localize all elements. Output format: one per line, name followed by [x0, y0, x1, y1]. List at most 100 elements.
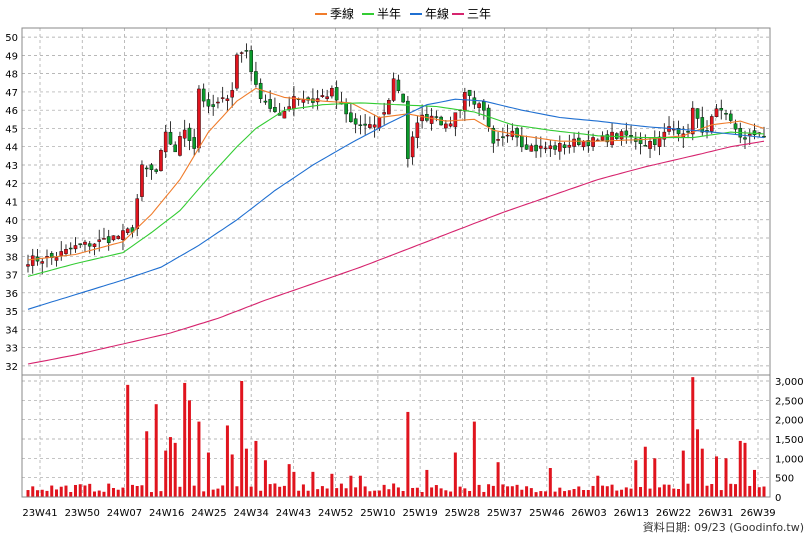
x-tick-label: 23W41 — [22, 508, 57, 519]
ma-line-4 — [27, 140, 765, 365]
candle — [173, 141, 178, 153]
candle-body — [553, 145, 557, 150]
candle-body — [572, 138, 576, 147]
volume-bar — [31, 486, 35, 497]
volume-bar — [529, 488, 533, 497]
candle — [258, 78, 263, 104]
volume-bar — [757, 487, 761, 497]
candle-body — [743, 137, 747, 140]
volume-bar — [719, 490, 723, 497]
volume-bar — [116, 489, 120, 497]
y-tick-label: 33 — [5, 344, 18, 355]
volume-bar — [553, 491, 557, 497]
candle — [425, 105, 429, 123]
candle-body — [548, 145, 553, 149]
volume-bar — [59, 486, 63, 497]
candle-body — [54, 257, 59, 261]
legend-item-3: 年線 — [410, 6, 449, 21]
volume-bar — [596, 475, 600, 497]
candle-body — [254, 71, 258, 85]
candle — [254, 61, 258, 88]
candle — [401, 93, 405, 104]
candle-body — [448, 123, 453, 127]
candle — [558, 135, 562, 160]
volume-bar — [420, 492, 424, 497]
grid — [22, 28, 770, 497]
x-tick-label: 25W46 — [529, 508, 564, 519]
volume-bar — [35, 490, 39, 497]
volume-bar — [259, 490, 263, 497]
candle-body — [690, 107, 695, 135]
candle-body — [87, 243, 92, 247]
candle — [619, 129, 624, 146]
candle-body — [700, 117, 705, 133]
candle-body — [396, 79, 401, 91]
x-tick-label: 25W19 — [402, 508, 437, 519]
y-tick-label: 49 — [5, 51, 18, 62]
candle-body — [714, 108, 719, 118]
candle-body — [372, 124, 377, 128]
candle-body — [539, 145, 543, 149]
volume-bar — [544, 491, 548, 497]
volume-bar — [92, 491, 96, 497]
x-tick-label: 25W10 — [360, 508, 395, 519]
ma-line-3 — [27, 98, 765, 310]
candle — [216, 97, 220, 109]
candle — [714, 103, 719, 118]
candle-body — [482, 101, 486, 111]
volume-bar — [102, 491, 106, 497]
volume-bar — [83, 485, 87, 497]
candle — [154, 168, 159, 174]
candle — [263, 94, 268, 105]
volume-bar — [396, 487, 400, 497]
candle — [543, 141, 548, 154]
candle — [144, 165, 149, 177]
candlesticks — [26, 43, 766, 275]
candle — [182, 119, 187, 147]
volume-bar — [672, 488, 676, 497]
volume-bar — [567, 490, 571, 497]
candle-body — [657, 136, 662, 147]
volume-bar — [197, 421, 201, 497]
candle-body — [220, 97, 225, 99]
x-tick-label: 26W31 — [698, 508, 733, 519]
volume-bar — [463, 488, 467, 497]
candle — [529, 143, 534, 152]
volume-bar — [349, 475, 353, 497]
volume-bar — [292, 471, 296, 497]
volume-bar — [648, 488, 652, 497]
volume-bar — [468, 491, 472, 497]
candle-body — [638, 138, 643, 144]
x-tick-label: 24W25 — [191, 508, 226, 519]
candle — [391, 72, 396, 103]
candle-body — [501, 136, 505, 138]
candle — [719, 99, 724, 120]
volume-bar — [629, 488, 633, 497]
volume-bar — [724, 458, 728, 497]
x-tick-label: 24W34 — [234, 508, 269, 519]
volume-bar — [382, 484, 386, 497]
candle-body — [733, 123, 738, 130]
y-tick-label: 40 — [5, 216, 18, 227]
candle-body — [344, 102, 348, 115]
candle-body — [709, 116, 714, 132]
candle — [163, 124, 168, 159]
candle — [510, 123, 515, 141]
volume-bar — [301, 484, 305, 497]
volume-bar — [729, 483, 733, 497]
volume-bar — [330, 473, 334, 497]
candle-body — [49, 253, 54, 259]
candle — [652, 130, 657, 151]
volume-bar — [539, 491, 543, 497]
volume-bars — [26, 377, 766, 497]
volume-bar — [135, 485, 139, 497]
candle-body — [415, 122, 420, 138]
candle-body — [330, 88, 334, 97]
x-tick-label: 25W28 — [445, 508, 480, 519]
candle — [539, 136, 543, 158]
candle-body — [472, 97, 477, 105]
candle-body — [273, 107, 277, 112]
candle — [268, 90, 272, 113]
